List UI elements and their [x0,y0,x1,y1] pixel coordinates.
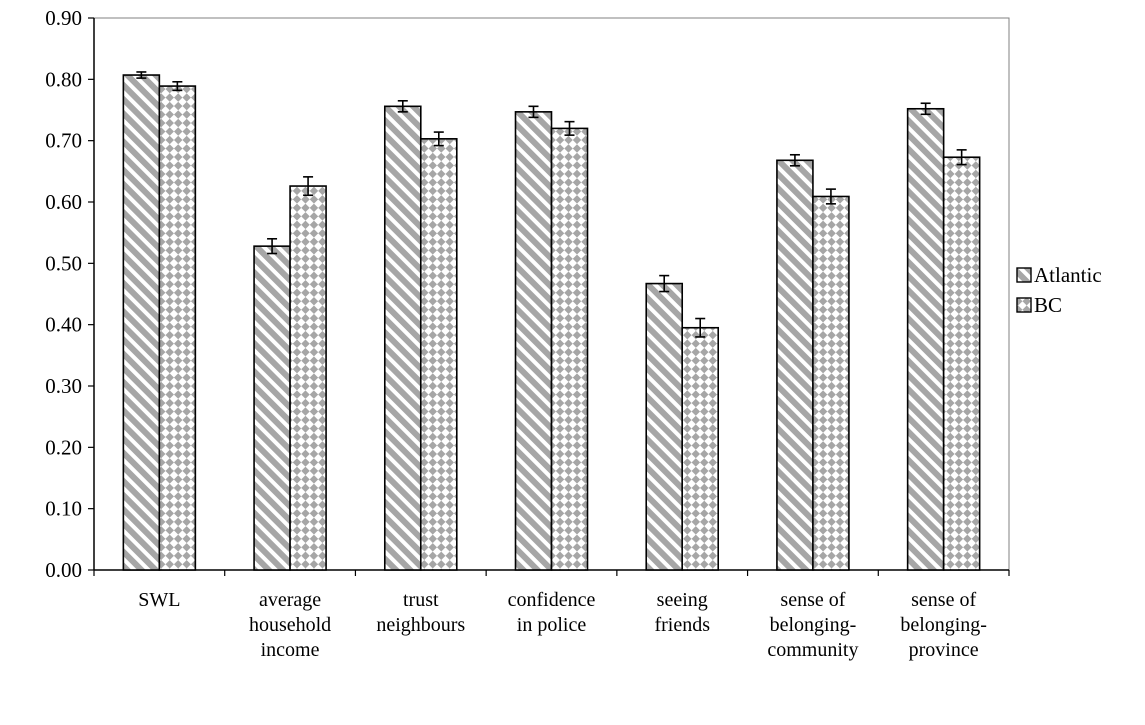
x-axis: SWL average household income trust neighbours… [93,569,1010,661]
y-tick-label: 0.60 [45,190,82,214]
bar-atlantic-3 [383,105,422,571]
bar-bc-5 [681,326,720,571]
error-bars [136,71,967,338]
bars [122,74,981,571]
x-category-label: average household income [249,589,331,661]
x-category-label: trust neighbours [376,589,465,636]
y-tick-label: 0.50 [45,251,82,275]
y-axis: 0.00 0.10 0.20 0.30 0.40 0.50 0.60 0.70 0.80 0.90 [45,6,95,582]
y-tick-label: 0.70 [45,129,82,153]
x-category-label: sense of belonging-province [900,589,987,661]
legend-swatch-bc [1016,297,1032,313]
y-tick-label: 0.40 [45,313,82,337]
legend: Atlantic BC [1016,263,1102,317]
bar-atlantic-4 [514,111,553,571]
x-category-label: SWL [138,589,180,611]
bar-bc-1 [158,85,197,571]
y-tick-label: 0.00 [45,558,82,582]
bar-atlantic-5 [645,282,684,571]
legend-label-atlantic: Atlantic [1034,263,1102,287]
y-tick-label: 0.20 [45,435,82,459]
bar-atlantic-2 [253,245,291,571]
bar-bc-7 [942,156,981,571]
bar-bc-6 [812,195,850,571]
bar-bc-2 [289,185,327,571]
legend-label-bc: BC [1034,293,1062,317]
bar-atlantic-1 [122,74,161,571]
x-category-label: sense of belonging-community [767,589,858,661]
y-tick-label: 0.30 [45,374,82,398]
bar-atlantic-7 [906,107,945,571]
y-tick-label: 0.90 [45,6,82,30]
bar-bc-4 [550,127,589,571]
bar-bc-3 [419,138,458,571]
y-tick-label: 0.10 [45,497,82,521]
legend-swatch-atlantic [1016,267,1032,283]
y-tick-label: 0.80 [45,67,82,91]
x-category-label: confidence in police [508,589,596,636]
bar-atlantic-6 [776,159,814,571]
x-category-label: seeing friends [654,589,710,636]
